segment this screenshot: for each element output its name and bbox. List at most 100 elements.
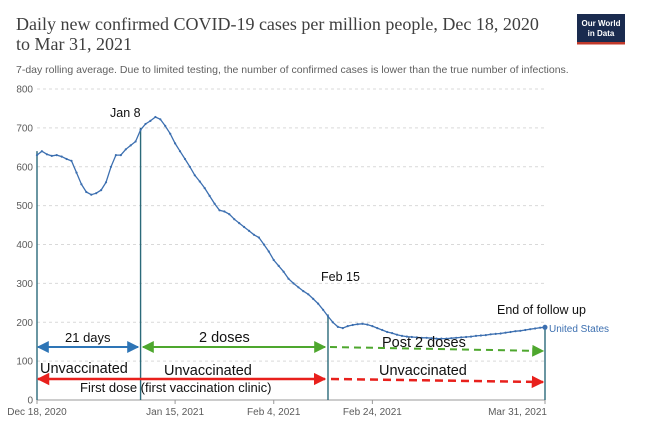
series-point-102 [539,326,542,329]
series-point-71 [386,330,389,334]
series-point-69 [376,327,379,330]
grid-lines [37,88,545,401]
series-point-54 [302,290,305,293]
series-point-70 [381,328,384,332]
series-point-16 [114,154,117,157]
series-point-93 [494,332,497,335]
series-point-44 [252,233,256,236]
series-point-66 [361,322,364,325]
series-point-43 [248,229,251,232]
series-point-23 [149,119,152,122]
series-point-12 [95,192,98,195]
chart-title-line-2: to Mar 31, 2021 [16,34,132,54]
series-point-80 [430,337,433,340]
marker-label-jan8: Jan 8 [110,106,141,120]
series-point-85 [455,336,458,339]
series-point-46 [262,243,265,246]
series-point-53 [297,286,300,289]
x-tick-label-4: Mar 31, 2021 [488,407,547,418]
series-point-50 [282,270,285,273]
series-point-21 [139,128,142,131]
series-point-33 [198,180,201,183]
series-point-84 [450,337,453,340]
y-tick-label-0: 0 [27,396,33,407]
series-point-25 [159,118,162,121]
x-tick-label-1: Jan 15, 2021 [146,407,204,418]
series-point-65 [356,323,359,326]
y-tick-label-400: 400 [16,240,33,251]
series-point-87 [465,335,468,339]
series-point-91 [484,334,487,337]
series-point-35 [208,194,211,197]
series-point-1 [40,150,44,153]
series-point-86 [460,336,463,339]
series-point-2 [45,153,49,156]
series-point-48 [272,258,275,262]
series-line-united-states [36,116,546,340]
series-point-29 [178,150,182,153]
series-point-101 [534,327,537,330]
series-point-62 [341,327,344,330]
series-point-90 [479,334,482,337]
series-point-77 [415,336,418,339]
series-point-92 [489,333,492,336]
series-point-97 [514,330,517,333]
series-end-point [542,324,548,330]
series-point-31 [188,165,191,168]
series-point-30 [183,157,187,161]
marker-label-feb15: Feb 15 [321,270,360,284]
series-point-72 [391,332,394,335]
series-point-81 [435,337,438,340]
y-tick-label-700: 700 [16,123,33,134]
logo-accent-bar [577,42,625,45]
series-point-45 [257,236,260,239]
series-point-42 [243,225,246,229]
series-point-52 [292,282,295,285]
series-point-4 [55,154,58,157]
series-point-99 [524,328,527,332]
owid-logo[interactable]: Our World in Data [577,14,625,45]
series-point-73 [395,333,399,336]
series-point-0 [35,154,39,157]
y-axis-ticks: 0 100 200 300 400 500 600 700 800 [16,85,33,407]
series-points [35,115,548,340]
label-unvaccinated-2: Unvaccinated [164,363,252,379]
series-point-96 [509,330,512,334]
series-point-57 [317,302,320,305]
x-tick-label-3: Feb 24, 2021 [343,407,402,418]
chart-title-line-1: Daily new confirmed COVID-19 cases per m… [16,14,539,34]
series-point-14 [104,181,108,184]
series-point-58 [322,308,325,311]
series-point-75 [405,335,408,338]
y-tick-label-600: 600 [16,162,33,173]
series-point-49 [277,264,280,267]
series-point-8 [75,171,78,174]
series-point-74 [400,334,404,337]
series-point-13 [100,189,103,192]
series-point-82 [440,337,443,340]
label-2-doses: 2 doses [199,330,250,346]
series-point-28 [174,142,177,145]
series-point-10 [85,190,88,194]
series-point-34 [203,187,206,190]
logo-text-line-1: Our World [582,19,621,28]
series-point-37 [218,209,221,212]
series-point-17 [119,154,122,157]
series-point-15 [109,165,113,168]
series-point-79 [425,336,428,339]
logo-background [577,14,625,44]
series-point-24 [154,115,157,119]
series-point-47 [267,250,270,253]
series-point-32 [193,174,196,177]
series-point-5 [60,155,63,158]
label-unvaccinated-1: Unvaccinated [40,361,128,377]
series-point-78 [420,336,423,339]
series-point-3 [50,154,53,157]
series-point-19 [129,144,132,147]
series-point-64 [351,323,354,327]
series-point-7 [70,159,73,162]
series-point-22 [144,122,147,126]
marker-label-end-follow-up: End of follow up [497,303,586,317]
y-tick-label-100: 100 [16,357,33,368]
